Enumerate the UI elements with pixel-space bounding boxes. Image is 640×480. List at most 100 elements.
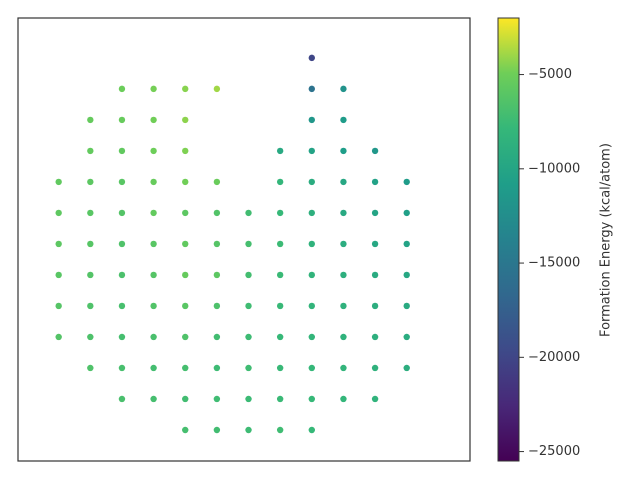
point	[118, 209, 126, 217]
point	[371, 302, 379, 310]
point	[213, 364, 221, 372]
point	[340, 364, 347, 372]
point	[150, 178, 157, 186]
point	[118, 333, 126, 341]
point	[118, 364, 126, 372]
point	[308, 116, 315, 124]
point	[340, 147, 347, 155]
point	[213, 426, 221, 434]
point	[87, 178, 94, 186]
point	[182, 209, 189, 217]
point	[403, 209, 410, 217]
point	[245, 209, 252, 217]
point	[55, 302, 62, 310]
point	[308, 426, 315, 434]
point	[182, 178, 189, 186]
point	[245, 426, 252, 434]
point	[245, 271, 252, 279]
point	[340, 333, 347, 341]
point	[245, 364, 252, 372]
point	[87, 271, 94, 279]
point	[276, 209, 284, 217]
point	[87, 302, 94, 310]
point	[182, 302, 189, 310]
point	[308, 147, 315, 155]
point	[118, 271, 126, 279]
point	[150, 147, 157, 155]
point	[150, 116, 157, 124]
point	[87, 364, 94, 372]
point	[276, 302, 284, 310]
colorbar-tick-label: −5000	[528, 67, 572, 82]
point	[340, 240, 347, 248]
point	[340, 178, 347, 186]
point	[308, 178, 315, 186]
point	[245, 333, 252, 341]
point	[276, 147, 284, 155]
point	[308, 364, 315, 372]
colorbar	[497, 17, 520, 462]
point	[245, 240, 252, 248]
point	[118, 302, 126, 310]
point	[87, 147, 94, 155]
point	[213, 85, 221, 93]
colorbar-tick-label: −15000	[528, 256, 580, 271]
point	[308, 302, 315, 310]
point	[340, 395, 347, 403]
point	[87, 116, 94, 124]
point	[245, 302, 252, 310]
point	[371, 364, 379, 372]
point	[150, 85, 157, 93]
point	[118, 85, 126, 93]
point	[340, 302, 347, 310]
point	[308, 271, 315, 279]
point	[213, 240, 221, 248]
point	[276, 271, 284, 279]
point	[403, 178, 410, 186]
point	[371, 147, 379, 155]
point	[150, 271, 157, 279]
point	[150, 240, 157, 248]
colorbar-label: Formation Energy (kcal/atom)	[599, 143, 614, 337]
point	[403, 364, 410, 372]
colorbar-tick-label: −20000	[528, 350, 580, 365]
point	[55, 240, 62, 248]
point	[308, 54, 315, 62]
point	[308, 333, 315, 341]
point	[87, 240, 94, 248]
point	[276, 395, 284, 403]
point	[87, 209, 94, 217]
point	[276, 426, 284, 434]
point	[276, 364, 284, 372]
point	[213, 302, 221, 310]
point	[182, 116, 189, 124]
point	[403, 333, 410, 341]
point	[340, 271, 347, 279]
point	[182, 333, 189, 341]
point	[308, 209, 315, 217]
point	[118, 116, 126, 124]
point	[340, 209, 347, 217]
point	[150, 364, 157, 372]
point	[182, 85, 189, 93]
point	[118, 395, 126, 403]
colorbar-tick-label: −25000	[528, 444, 580, 459]
point	[182, 147, 189, 155]
point	[371, 178, 379, 186]
point	[371, 271, 379, 279]
point	[245, 395, 252, 403]
point	[213, 395, 221, 403]
point	[55, 271, 62, 279]
point	[182, 395, 189, 403]
point	[182, 240, 189, 248]
point	[213, 209, 221, 217]
point	[308, 240, 315, 248]
point	[55, 333, 62, 341]
point	[182, 364, 189, 372]
point	[308, 395, 315, 403]
point	[182, 426, 189, 434]
point	[118, 240, 126, 248]
point	[213, 271, 221, 279]
